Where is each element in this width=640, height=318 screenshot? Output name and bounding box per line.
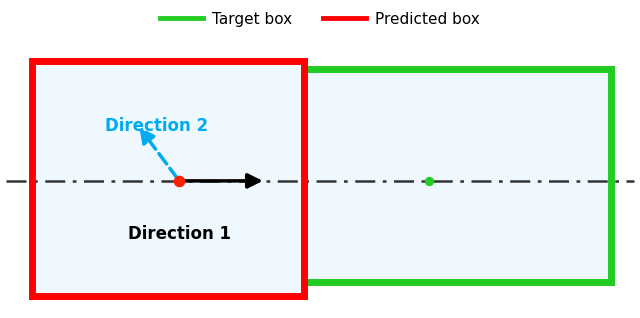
Bar [304,69,611,282]
Point [424,178,434,183]
Bar [32,60,304,296]
Text: Direction 1: Direction 1 [128,225,230,243]
Text: Direction 2: Direction 2 [105,117,209,135]
Point [174,178,184,183]
Bar [32,60,304,296]
Legend: Target box, Predicted box: Target box, Predicted box [154,5,486,33]
Bar [304,69,611,282]
